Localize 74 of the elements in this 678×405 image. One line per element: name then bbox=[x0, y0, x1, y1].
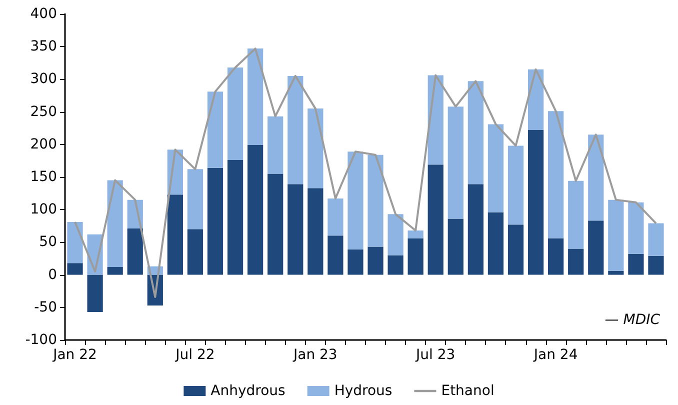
legend-label: Hydrous bbox=[334, 383, 392, 399]
x-tick-label: Jan 22 bbox=[52, 347, 97, 363]
legend-label: Anhydrous bbox=[210, 383, 286, 399]
y-tick-label: 250 bbox=[30, 104, 57, 120]
y-tick-label: 0 bbox=[48, 266, 57, 283]
x-tick-label: Jan 23 bbox=[292, 347, 338, 363]
bar bbox=[187, 229, 204, 275]
bar bbox=[508, 224, 524, 275]
y-tick-label: -100 bbox=[25, 332, 57, 348]
y-tick-label: 150 bbox=[30, 169, 57, 185]
bar bbox=[448, 218, 464, 275]
bar bbox=[308, 188, 324, 275]
bar bbox=[588, 134, 604, 221]
bar bbox=[408, 230, 424, 238]
x-tick-label: Jul 22 bbox=[174, 347, 215, 363]
bar bbox=[227, 160, 244, 275]
bar bbox=[408, 238, 424, 275]
y-tick-label: 350 bbox=[30, 38, 57, 55]
y-tick-label: 400 bbox=[30, 6, 57, 22]
bar bbox=[648, 256, 664, 275]
bar bbox=[388, 255, 404, 275]
bar bbox=[448, 106, 464, 219]
bar bbox=[508, 146, 524, 225]
x-tick-label: Jul 23 bbox=[415, 347, 456, 363]
bar bbox=[608, 200, 624, 271]
bar bbox=[67, 263, 83, 275]
bar bbox=[568, 180, 584, 249]
bar bbox=[207, 168, 224, 275]
bar bbox=[268, 116, 284, 174]
bar bbox=[348, 249, 364, 275]
bar bbox=[167, 194, 183, 275]
legend-label: Ethanol bbox=[441, 383, 494, 399]
y-tick-label: 50 bbox=[39, 234, 57, 250]
y-tick-label: 300 bbox=[30, 71, 57, 88]
bar bbox=[608, 270, 624, 275]
bar bbox=[308, 108, 324, 188]
bar bbox=[468, 184, 484, 275]
bar bbox=[388, 214, 404, 256]
bar bbox=[628, 254, 644, 275]
bar bbox=[328, 236, 344, 275]
bar bbox=[328, 198, 344, 236]
x-tick-label: Jan 24 bbox=[532, 347, 578, 363]
bar bbox=[268, 174, 284, 275]
bar bbox=[207, 92, 224, 168]
bar bbox=[248, 145, 264, 275]
bar bbox=[368, 246, 384, 275]
bar bbox=[348, 152, 364, 250]
bar bbox=[127, 228, 143, 275]
bar bbox=[548, 238, 564, 275]
line-series bbox=[74, 48, 657, 298]
bar bbox=[67, 222, 83, 264]
bar bbox=[528, 130, 544, 275]
bar bbox=[488, 124, 504, 212]
bar bbox=[468, 81, 484, 184]
bar bbox=[187, 169, 204, 230]
bar bbox=[588, 220, 604, 275]
bar bbox=[488, 212, 504, 275]
bar bbox=[107, 266, 123, 275]
bar bbox=[428, 164, 444, 275]
bar bbox=[548, 111, 564, 238]
bar bbox=[288, 76, 304, 184]
y-tick-label: 200 bbox=[30, 136, 57, 152]
bar bbox=[368, 154, 384, 247]
bar bbox=[288, 184, 304, 275]
bar bbox=[568, 248, 584, 275]
bar bbox=[628, 202, 644, 254]
annotation: — MDIC bbox=[604, 312, 660, 328]
bar bbox=[248, 48, 264, 146]
y-tick-label: 100 bbox=[30, 202, 57, 218]
y-tick-label: -50 bbox=[34, 299, 57, 316]
bar bbox=[227, 67, 244, 160]
bar bbox=[107, 180, 123, 267]
bar bbox=[648, 223, 664, 256]
bar bbox=[87, 274, 103, 312]
